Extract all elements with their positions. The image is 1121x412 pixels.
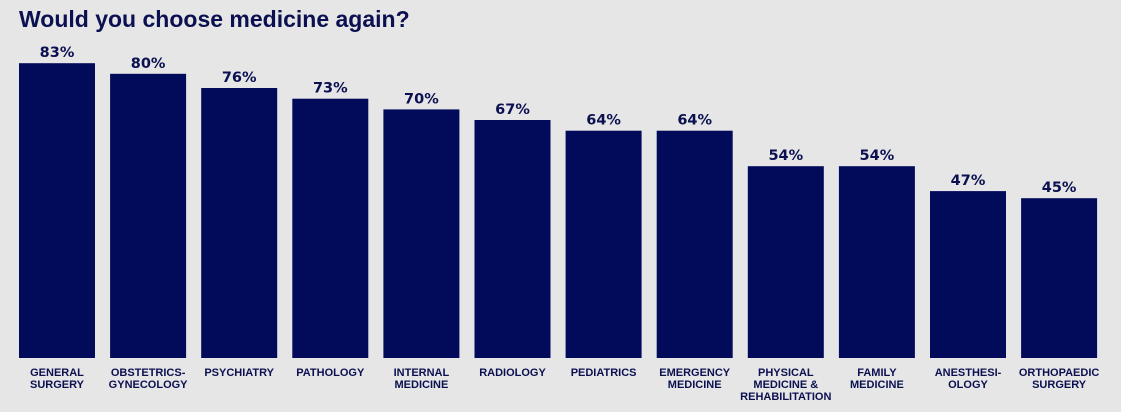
category-label-0: GENERAL SURGERY <box>30 367 85 391</box>
data-label-9: 54% <box>860 148 895 164</box>
data-label-6: 64% <box>586 113 621 129</box>
bar-2 <box>201 88 278 358</box>
data-label-1: 80% <box>131 56 166 72</box>
data-label-3: 73% <box>313 81 348 97</box>
data-label-7: 64% <box>677 113 712 129</box>
category-label-9: FAMILY MEDICINE <box>850 367 904 391</box>
bar-11 <box>1021 198 1098 358</box>
bar-0 <box>19 63 95 358</box>
category-label-6: PEDIATRICS <box>571 367 637 379</box>
data-label-11: 45% <box>1042 180 1077 196</box>
data-label-10: 47% <box>951 173 986 189</box>
bar-4 <box>383 109 460 359</box>
category-label-2: PSYCHIATRY <box>204 367 274 379</box>
bar-6 <box>565 130 642 358</box>
bar-8 <box>747 166 824 358</box>
bar-3 <box>292 98 369 358</box>
bar-1 <box>110 73 187 359</box>
category-label-10: ANESTHESI-OLOGY <box>935 367 1002 391</box>
data-label-2: 76% <box>222 70 257 86</box>
category-label-8: PHYSICAL MEDICINE & REHABILITATION <box>740 367 831 403</box>
category-label-11: ORTHOPAEDIC SURGERY <box>1019 367 1100 391</box>
bar-9 <box>838 166 915 358</box>
data-label-8: 54% <box>768 148 803 164</box>
category-label-4: INTERNAL MEDICINE <box>394 367 450 391</box>
category-label-1: OBSTETRICS-GYNECOLOGY <box>109 367 189 391</box>
bar-7 <box>656 130 733 358</box>
chart-title: Would you choose medicine again? <box>19 6 410 32</box>
data-label-0: 83% <box>40 45 75 61</box>
data-label-5: 67% <box>495 102 530 118</box>
category-label-3: PATHOLOGY <box>296 367 365 379</box>
category-label-7: EMERGENCY MEDICINE <box>659 367 731 391</box>
data-label-4: 70% <box>404 91 439 107</box>
category-label-5: RADIOLOGY <box>479 367 546 379</box>
bar-10 <box>930 191 1006 358</box>
bar-5 <box>474 120 551 358</box>
